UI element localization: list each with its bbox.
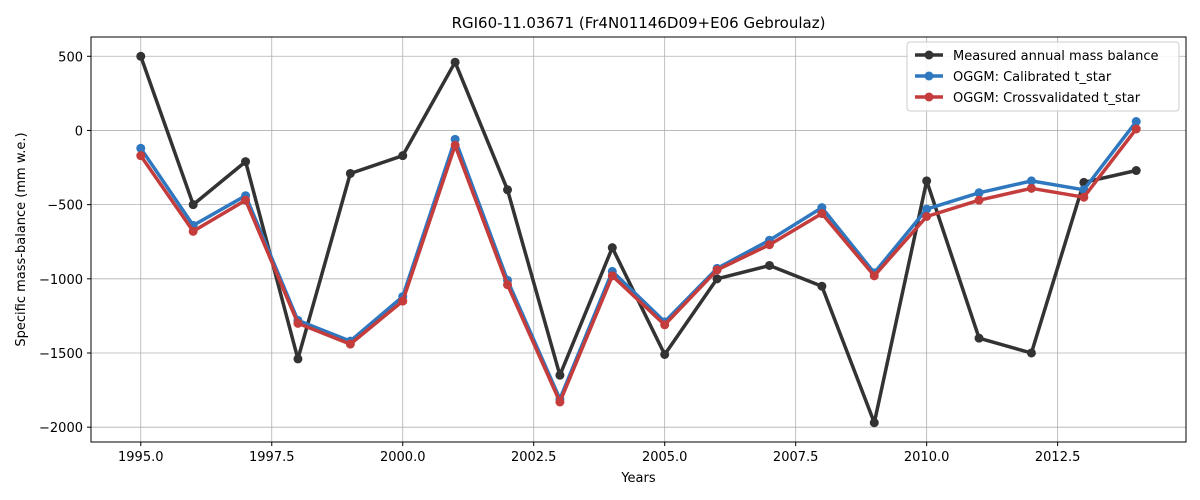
data-point xyxy=(869,418,879,428)
legend-label: OGGM: Calibrated t_star xyxy=(953,70,1112,85)
data-point xyxy=(345,168,355,178)
chart-title: RGI60-11.03671 (Fr4N01146D09+E06 Gebroul… xyxy=(452,14,826,32)
data-point xyxy=(555,397,565,407)
y-axis-label: Specific mass-balance (mm w.e.) xyxy=(14,132,29,346)
data-point xyxy=(660,349,670,359)
x-tick-label: 1997.5 xyxy=(249,450,295,465)
data-point xyxy=(1026,183,1036,193)
data-point xyxy=(1131,124,1141,134)
data-point xyxy=(712,274,722,284)
legend-swatch-marker xyxy=(924,92,934,102)
series-2 xyxy=(136,117,1141,404)
series-line xyxy=(139,120,1138,401)
data-point xyxy=(450,57,460,67)
data-point xyxy=(398,151,408,161)
data-point xyxy=(922,204,932,214)
legend-box xyxy=(906,41,1180,112)
legend-swatch-marker xyxy=(924,50,934,60)
legend-swatch-marker xyxy=(924,71,934,81)
data-point xyxy=(1131,166,1141,176)
data-point xyxy=(974,195,984,205)
legend-item: Measured annual mass balance xyxy=(915,49,1159,64)
y-tick-label: 500 xyxy=(58,50,83,65)
data-point xyxy=(607,243,617,253)
data-point xyxy=(398,296,408,306)
data-point xyxy=(345,339,355,349)
data-point xyxy=(607,271,617,281)
legend-item: OGGM: Crossvalidated t_star xyxy=(915,91,1141,106)
x-tick-label: 2002.5 xyxy=(511,450,557,465)
y-tick-label: −1500 xyxy=(39,347,83,362)
data-point xyxy=(241,157,251,167)
grid xyxy=(91,37,1186,442)
data-point xyxy=(293,318,303,328)
data-point xyxy=(450,140,460,150)
data-point xyxy=(188,200,198,210)
plot-frame xyxy=(90,36,1187,443)
x-tick-label: 2010.0 xyxy=(904,450,950,465)
x-tick-label: 2005.0 xyxy=(642,450,688,465)
x-tick-label: 2012.5 xyxy=(1035,450,1081,465)
legend-label: OGGM: Crossvalidated t_star xyxy=(953,91,1141,106)
data-point xyxy=(503,185,513,195)
data-point xyxy=(817,281,827,291)
data-point xyxy=(817,209,827,219)
data-point xyxy=(136,143,146,153)
data-point xyxy=(136,151,146,161)
data-point xyxy=(922,176,932,186)
legend-label: Measured annual mass balance xyxy=(953,49,1159,64)
x-axis-label: Years xyxy=(620,471,656,486)
data-point xyxy=(922,212,932,222)
data-point xyxy=(293,354,303,364)
data-point xyxy=(1026,176,1036,186)
x-tick-label: 2000.0 xyxy=(380,450,426,465)
x-tick-label: 2007.5 xyxy=(773,450,819,465)
data-point xyxy=(136,51,146,61)
series-line xyxy=(139,127,1138,404)
x-tick-label: 1995.0 xyxy=(118,450,164,465)
data-point xyxy=(974,188,984,198)
data-point xyxy=(660,320,670,330)
data-point xyxy=(241,195,251,205)
data-point xyxy=(555,370,565,380)
data-point xyxy=(1026,348,1036,358)
data-point xyxy=(188,226,198,236)
data-point xyxy=(764,240,774,250)
y-tick-label: 0 xyxy=(75,124,83,139)
axis-ticks: 1995.0 1997.5 2000.0 2002.5 2005.0 2007.5 2010… xyxy=(39,50,1080,465)
legend: Measured annual mass balance OGGM: Calibr… xyxy=(906,41,1180,112)
data-point xyxy=(1079,192,1089,202)
data-point xyxy=(764,260,774,270)
y-tick-label: −2000 xyxy=(39,421,83,436)
series-layer xyxy=(136,51,1141,428)
series-3 xyxy=(136,124,1141,407)
y-tick-label: −500 xyxy=(47,199,83,214)
data-point xyxy=(712,265,722,275)
data-point xyxy=(1131,117,1141,127)
y-tick-label: −1000 xyxy=(39,273,83,288)
legend-item: OGGM: Calibrated t_star xyxy=(915,70,1112,85)
data-point xyxy=(974,333,984,343)
data-point xyxy=(503,280,513,290)
data-point xyxy=(869,271,879,281)
